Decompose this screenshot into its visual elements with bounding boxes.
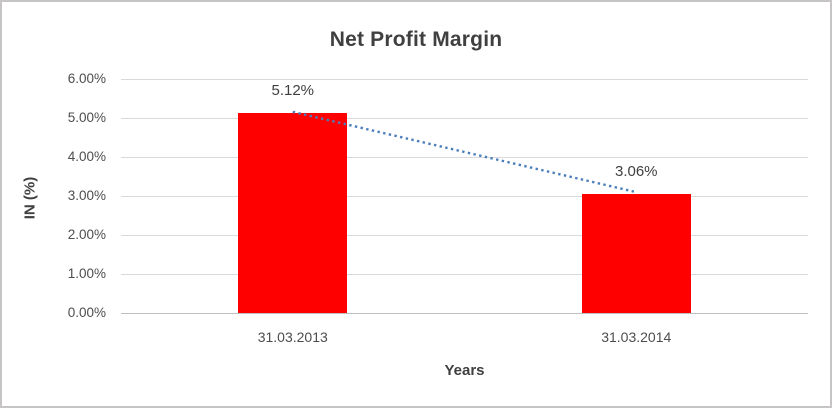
gridline [121, 235, 808, 236]
bar-31.03.2014 [581, 193, 691, 313]
x-tick-label: 31.03.2013 [257, 329, 328, 345]
chart-title: Net Profit Margin [329, 28, 503, 51]
y-tick-label: 5.00% [67, 110, 106, 125]
y-axis-title: IN (%) [21, 176, 39, 220]
gridline [121, 118, 808, 119]
bar-31.03.2013 [238, 113, 348, 313]
gridline [121, 196, 808, 197]
gridline [121, 274, 808, 275]
y-tick-label: 6.00% [67, 71, 106, 86]
y-tick-label: 1.00% [67, 266, 106, 281]
x-tick-label: 31.03.2014 [601, 329, 672, 345]
gridline [121, 79, 808, 80]
bar-data-label: 3.06% [614, 162, 658, 180]
y-tick-label: 3.00% [67, 188, 106, 203]
y-tick-label: 2.00% [67, 227, 106, 242]
y-tick-label: 4.00% [67, 149, 106, 164]
gridline [121, 157, 808, 158]
y-tick-label: 0.00% [67, 305, 106, 320]
bar-data-label: 5.12% [271, 82, 315, 100]
x-axis-title: Years [444, 362, 485, 379]
x-axis-line [121, 313, 808, 314]
